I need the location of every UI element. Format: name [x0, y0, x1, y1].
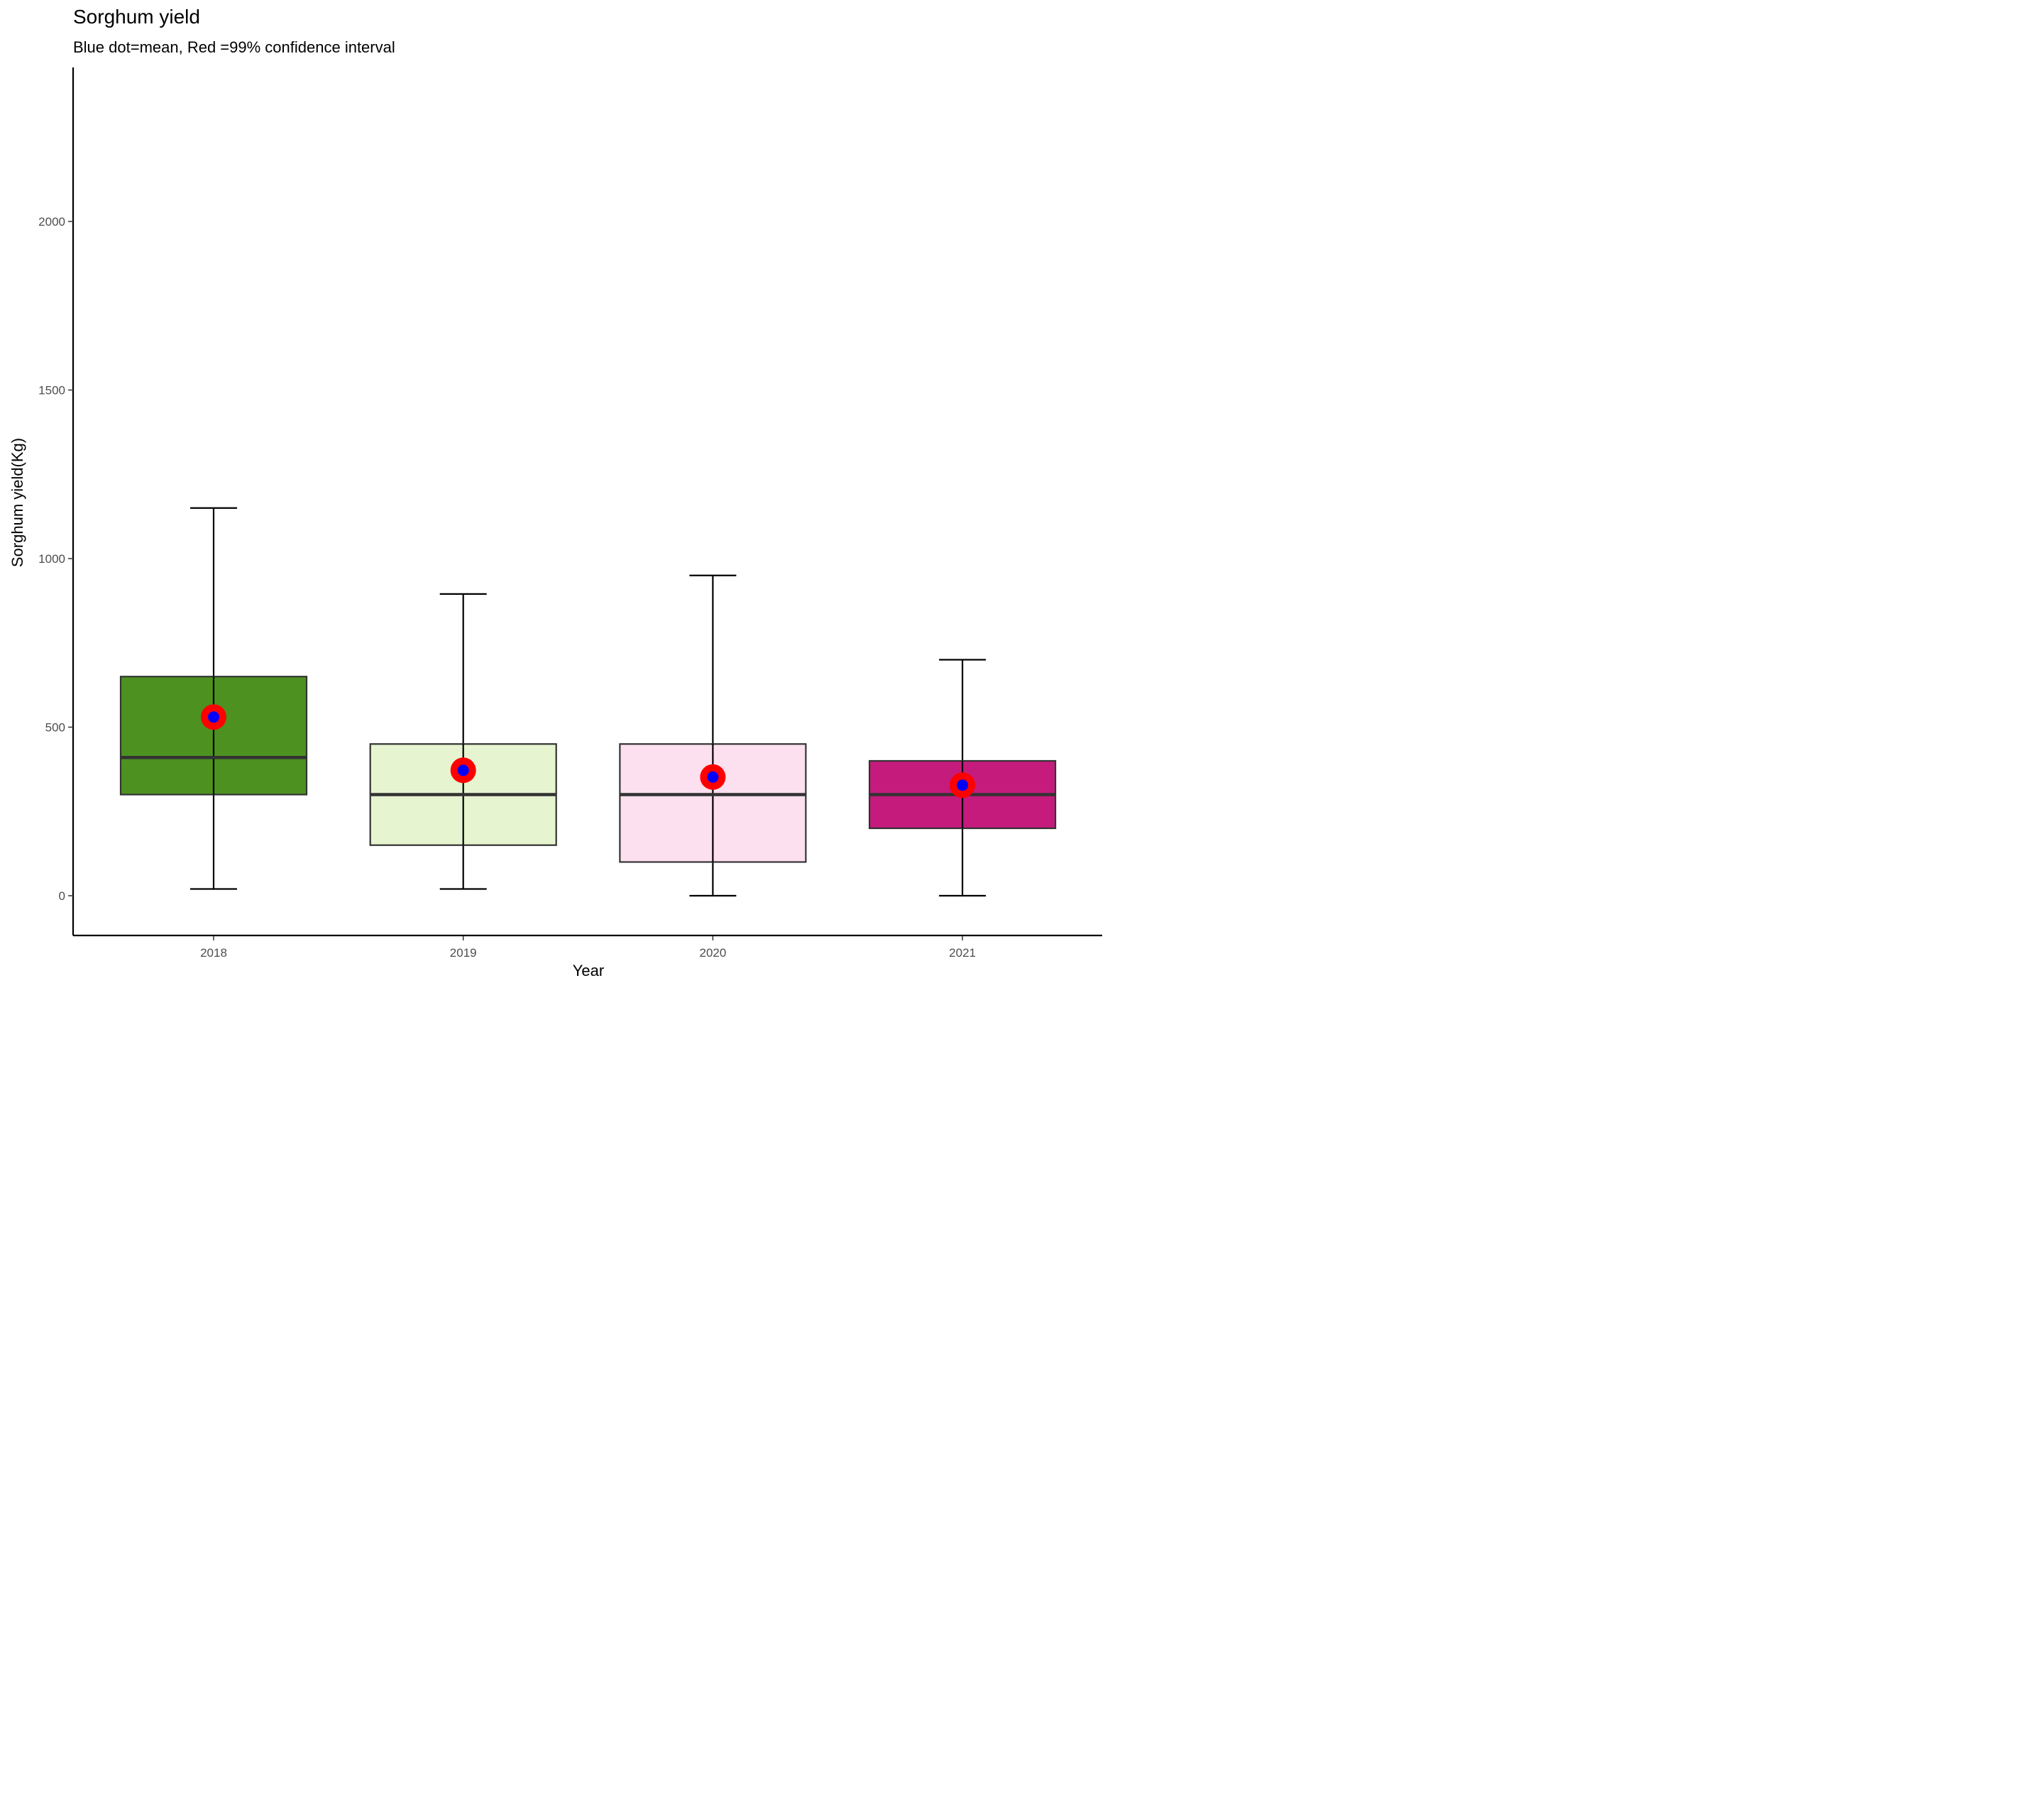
- chart-plot: 2018 2019 2020 2021 0 500 1000 1500 2000 Year So…: [9, 67, 1102, 979]
- chart-title: Sorghum yield: [73, 6, 200, 28]
- y-tick-label-1500: 1500: [38, 384, 65, 397]
- chart-subtitle: Blue dot=mean, Red =99% confidence inter…: [73, 38, 395, 56]
- x-tick-label-2019: 2019: [450, 946, 477, 960]
- x-axis-title: Year: [573, 962, 604, 979]
- y-axis-title: Sorghum yield(Kg): [9, 438, 26, 567]
- mean-marker-2021: [957, 779, 969, 791]
- mean-marker-2019: [457, 764, 469, 776]
- x-tick-label-2021: 2021: [949, 946, 976, 960]
- y-tick-label-2000: 2000: [38, 215, 65, 229]
- mean-marker-2020: [707, 771, 719, 783]
- chart-axes: 2018 2019 2020 2021 0 500 1000 1500 2000: [38, 67, 1102, 960]
- chart-marks: [119, 507, 1057, 897]
- y-tick-label-1000: 1000: [38, 552, 65, 566]
- y-tick-label-0: 0: [59, 889, 65, 903]
- x-tick-label-2018: 2018: [200, 946, 227, 960]
- x-tick-label-2020: 2020: [699, 946, 726, 960]
- mean-marker-2018: [208, 711, 219, 723]
- y-tick-label-500: 500: [45, 721, 65, 735]
